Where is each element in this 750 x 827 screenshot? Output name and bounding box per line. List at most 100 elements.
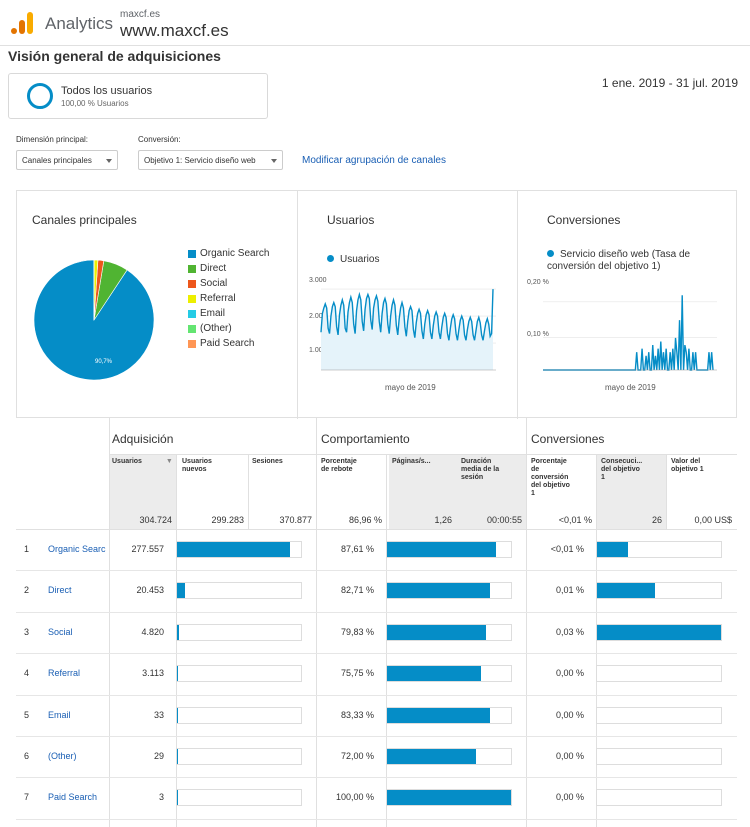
users-panel-title: Usuarios: [327, 213, 375, 227]
conversion-dropdown[interactable]: Objetivo 1: Servicio diseño web: [138, 150, 283, 170]
legend-item[interactable]: Paid Search: [188, 336, 269, 351]
modify-channel-grouping-link[interactable]: Modificar agrupación de canales: [302, 155, 446, 166]
legend-item[interactable]: Social: [188, 276, 269, 291]
row-users: 3: [158, 792, 164, 803]
legend-label: Paid Search: [200, 338, 255, 349]
bounce-bar: [386, 665, 512, 683]
conversion-bar: [596, 582, 722, 600]
users-legend: Usuarios: [327, 254, 379, 265]
header-duration-line1: Duración: [461, 458, 492, 465]
users-bar: [176, 789, 302, 807]
users-bar: [176, 623, 302, 641]
header-bounce-line2: de rebote: [321, 466, 353, 473]
column-divider: [109, 418, 110, 827]
channels-legend: Organic Search Direct Social Referral Email (…: [188, 246, 269, 351]
channels-pie-chart[interactable]: [31, 257, 157, 383]
bounce-bar: [386, 582, 512, 600]
header-sessions[interactable]: Sesiones: [252, 458, 283, 465]
header-goal-value[interactable]: Valor del objetivo 1: [671, 458, 704, 474]
analytics-logo: [11, 12, 33, 34]
header-pages-per-session[interactable]: Páginas/s...: [392, 458, 431, 465]
conversion-bar-fill: [597, 583, 656, 599]
row-divider: [16, 570, 737, 572]
bounce-bar-fill: [387, 583, 490, 599]
conversion-bar: [596, 665, 722, 683]
primary-dimension-value: Canales principales: [22, 156, 92, 165]
primary-dimension-dropdown[interactable]: Canales principales: [16, 150, 118, 170]
row-bounce-rate: 75,75 %: [340, 668, 374, 679]
bounce-bar-fill: [387, 624, 486, 640]
legend-label: Email: [200, 308, 226, 319]
row-conversion-rate: 0,00 %: [555, 668, 584, 679]
header-avg-duration[interactable]: Duración media de la sesión: [461, 458, 499, 482]
channel-link[interactable]: Direct: [48, 585, 72, 596]
segment-card[interactable]: Todos los usuarios 100,00 % Usuarios: [8, 73, 268, 119]
sort-down-icon: ▼: [165, 458, 173, 465]
panel-divider: [297, 191, 298, 419]
legend-item[interactable]: Direct: [188, 261, 269, 276]
header-goal-completions[interactable]: Consecuci... del objetivo 1: [601, 458, 642, 482]
bounce-bar-fill: [387, 790, 511, 806]
legend-item[interactable]: Organic Search: [188, 246, 269, 261]
header-conv-line3: conversión: [531, 474, 569, 481]
conversion-bar: [596, 789, 722, 807]
header-new-users-line2: nuevos: [182, 466, 207, 473]
conversions-series-line: [543, 295, 714, 371]
page-title: Visión general de adquisiciones: [8, 48, 221, 64]
channel-link[interactable]: Organic Searc: [48, 544, 106, 554]
channel-link[interactable]: Social: [48, 626, 73, 637]
segment-ring-icon: [27, 83, 53, 109]
bounce-bar: [386, 748, 512, 765]
total-new-users: 299.283: [211, 515, 244, 525]
conversions-y-tick: 0,10 %: [527, 331, 549, 338]
conversion-bar: [596, 541, 722, 558]
header-divider: [0, 45, 750, 46]
legend-item[interactable]: Email: [188, 306, 269, 321]
legend-label: Referral: [200, 293, 236, 304]
legend-label: (Other): [200, 323, 232, 334]
legend-label: Direct: [200, 263, 227, 274]
conversions-y-tick: 0,20 %: [527, 279, 549, 286]
header-value-line2: objetivo 1: [671, 466, 704, 473]
column-divider: [526, 418, 527, 827]
account-name[interactable]: maxcf.es: [120, 9, 161, 20]
row-number: 1: [24, 544, 30, 554]
channel-link[interactable]: Email: [48, 709, 71, 720]
date-range-picker[interactable]: 1 ene. 2019 - 31 jul. 2019: [601, 76, 738, 90]
column-divider: [666, 454, 667, 529]
conversions-line-chart[interactable]: [525, 275, 717, 381]
row-conversion-rate: 0,01 %: [555, 585, 584, 596]
bounce-bar: [386, 789, 512, 807]
header-bounce-rate[interactable]: Porcentaje de rebote: [321, 458, 357, 474]
legend-item[interactable]: Referral: [188, 291, 269, 306]
header-bounce-line1: Porcentaje: [321, 458, 357, 465]
column-divider: [248, 454, 249, 529]
channel-link[interactable]: Paid Search: [48, 792, 98, 803]
row-bounce-rate: 87,61 %: [340, 544, 374, 554]
header-new-users[interactable]: Usuarios nuevos: [182, 458, 212, 474]
conversions-legend-dot: [547, 250, 554, 257]
row-divider: [16, 818, 737, 820]
users-bar: [176, 541, 302, 558]
row-conversion-rate: 0,00 %: [555, 751, 584, 761]
legend-item[interactable]: (Other): [188, 321, 269, 336]
legend-label: Social: [200, 278, 228, 289]
conversion-bar: [596, 623, 722, 641]
header-conversion-rate[interactable]: Porcentaje de conversión del objetivo 1: [531, 458, 570, 498]
property-name[interactable]: www.maxcf.es: [120, 21, 229, 40]
legend-swatch: [188, 294, 196, 303]
users-area-chart[interactable]: [306, 275, 496, 381]
bounce-bar: [386, 623, 512, 641]
channel-link[interactable]: Referral: [48, 668, 81, 679]
header-users[interactable]: Usuarios ▼: [112, 458, 173, 466]
users-legend-label: Usuarios: [340, 254, 380, 265]
conversions-legend: Servicio diseño web (Tasa de conversión …: [547, 249, 690, 273]
segment-name: Todos los usuarios: [61, 85, 153, 97]
header-achieved-line1: Consecuci...: [601, 458, 643, 465]
channel-link[interactable]: (Other): [48, 751, 77, 761]
header-conv-line5: 1: [531, 490, 535, 497]
row-divider: [16, 653, 737, 655]
row-users: 29: [153, 751, 164, 761]
primary-dimension-label: Dimensión principal:: [16, 135, 89, 144]
conversions-group-title: Conversiones: [531, 432, 605, 446]
